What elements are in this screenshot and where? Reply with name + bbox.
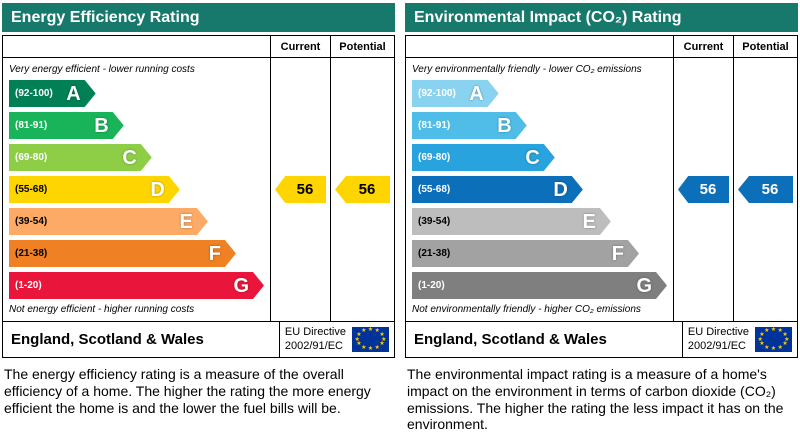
band-letter: A xyxy=(469,82,484,105)
rating-band-g: (1-20) G xyxy=(412,272,667,299)
energy-panel-header: Energy Efficiency Rating xyxy=(2,3,395,32)
rating-band-e: (39-54) E xyxy=(9,208,208,235)
eu-flag-icon: ★ ★ ★ ★ ★ ★ ★ ★ ★ ★ ★ ★ xyxy=(755,327,792,352)
rating-scale: Very environmentally friendly - lower CO… xyxy=(406,58,673,321)
eu-directive: EU Directive 2002/91/EC ★ ★ ★ ★ ★ ★ ★ ★ ★ ★ ★ ★ xyxy=(278,322,394,357)
environmental-rating-description: The environmental impact rating is a mea… xyxy=(407,366,784,433)
eu-directive-text: EU Directive 2002/91/EC xyxy=(687,325,749,352)
epc-charts: Energy Efficiency Rating Current Potenti… xyxy=(2,3,798,433)
potential-column: 56 xyxy=(733,58,797,321)
rating-band-f: (21-38) F xyxy=(412,240,639,267)
band-range: (39-54) xyxy=(15,216,48,227)
potential-rating-pointer: 56 xyxy=(335,176,390,203)
rating-bands: (92-100) A (81-91) B (69-80) C (55-68) D xyxy=(9,80,264,299)
table-footer: England, Scotland & Wales EU Directive 2… xyxy=(406,321,797,357)
potential-column: 56 xyxy=(330,58,394,321)
rating-band-g: (1-20) G xyxy=(9,272,264,299)
rating-band-c: (69-80) C xyxy=(412,144,555,171)
potential-rating-value: 56 xyxy=(358,181,376,198)
band-letter: E xyxy=(179,210,193,233)
potential-column-header: Potential xyxy=(330,36,394,58)
current-rating-value: 56 xyxy=(699,181,717,198)
band-range: (92-100) xyxy=(418,88,456,99)
eu-flag-icon: ★ ★ ★ ★ ★ ★ ★ ★ ★ ★ ★ ★ xyxy=(352,327,389,352)
column-spacer xyxy=(406,36,673,58)
rating-bands: (92-100) A (81-91) B (69-80) C (55-68) D xyxy=(412,80,667,299)
band-letter: D xyxy=(553,178,568,201)
rating-band-b: (81-91) B xyxy=(412,112,527,139)
band-range: (1-20) xyxy=(418,280,445,291)
band-letter: E xyxy=(582,210,596,233)
rating-band-a: (92-100) A xyxy=(412,80,499,107)
current-rating-value: 56 xyxy=(296,181,314,198)
eu-directive: EU Directive 2002/91/EC ★ ★ ★ ★ ★ ★ ★ ★ ★ ★ ★ ★ xyxy=(681,322,797,357)
current-rating-pointer: 56 xyxy=(678,176,729,203)
band-range: (21-38) xyxy=(418,248,451,259)
band-range: (55-68) xyxy=(418,184,451,195)
band-letter: F xyxy=(208,242,221,265)
region-label: England, Scotland & Wales xyxy=(414,331,607,348)
current-column: 56 xyxy=(673,58,733,321)
band-letter: B xyxy=(94,114,109,137)
environmental-panel-header: Environmental Impact (CO₂) Rating xyxy=(405,3,798,32)
table-footer: England, Scotland & Wales EU Directive 2… xyxy=(3,321,394,357)
band-range: (21-38) xyxy=(15,248,48,259)
rating-band-e: (39-54) E xyxy=(412,208,611,235)
column-spacer xyxy=(3,36,270,58)
energy-rating-table: Current Potential Very energy efficient … xyxy=(2,35,395,358)
band-letter: G xyxy=(636,274,652,297)
band-letter: C xyxy=(122,146,137,169)
eu-directive-text: EU Directive 2002/91/EC xyxy=(284,325,346,352)
current-column-header: Current xyxy=(673,36,733,58)
band-letter: B xyxy=(497,114,512,137)
rating-band-c: (69-80) C xyxy=(9,144,152,171)
current-rating-pointer: 56 xyxy=(275,176,326,203)
top-note: Very environmentally friendly - lower CO… xyxy=(412,64,642,75)
region-label: England, Scotland & Wales xyxy=(11,331,204,348)
band-range: (81-91) xyxy=(15,120,48,131)
bottom-note: Not energy efficient - higher running co… xyxy=(9,304,195,315)
band-range: (69-80) xyxy=(15,152,48,163)
band-letter: D xyxy=(150,178,165,201)
rating-band-d: (55-68) D xyxy=(9,176,180,203)
energy-rating-description: The energy efficiency rating is a measur… xyxy=(4,366,371,416)
band-range: (92-100) xyxy=(15,88,53,99)
band-letter: A xyxy=(66,82,81,105)
rating-scale: Very energy efficient - lower running co… xyxy=(3,58,270,321)
panel-title: Environmental Impact (CO₂) Rating xyxy=(414,8,682,26)
current-column: 56 xyxy=(270,58,330,321)
potential-column-header: Potential xyxy=(733,36,797,58)
band-range: (1-20) xyxy=(15,280,42,291)
band-range: (55-68) xyxy=(15,184,48,195)
rating-band-f: (21-38) F xyxy=(9,240,236,267)
potential-rating-value: 56 xyxy=(761,181,779,198)
band-letter: G xyxy=(233,274,249,297)
energy-efficiency-panel: Energy Efficiency Rating Current Potenti… xyxy=(2,3,395,433)
band-range: (81-91) xyxy=(418,120,451,131)
band-range: (69-80) xyxy=(418,152,451,163)
band-letter: F xyxy=(611,242,624,265)
environmental-rating-table: Current Potential Very environmentally f… xyxy=(405,35,798,358)
rating-band-b: (81-91) B xyxy=(9,112,124,139)
panel-title: Energy Efficiency Rating xyxy=(11,8,200,26)
potential-rating-pointer: 56 xyxy=(738,176,793,203)
band-range: (39-54) xyxy=(418,216,451,227)
environmental-impact-panel: Environmental Impact (CO₂) Rating Curren… xyxy=(405,3,798,433)
rating-band-a: (92-100) A xyxy=(9,80,96,107)
bottom-note: Not environmentally friendly - higher CO… xyxy=(412,304,641,315)
current-column-header: Current xyxy=(270,36,330,58)
top-note: Very energy efficient - lower running co… xyxy=(9,64,195,75)
band-letter: C xyxy=(525,146,540,169)
rating-band-d: (55-68) D xyxy=(412,176,583,203)
